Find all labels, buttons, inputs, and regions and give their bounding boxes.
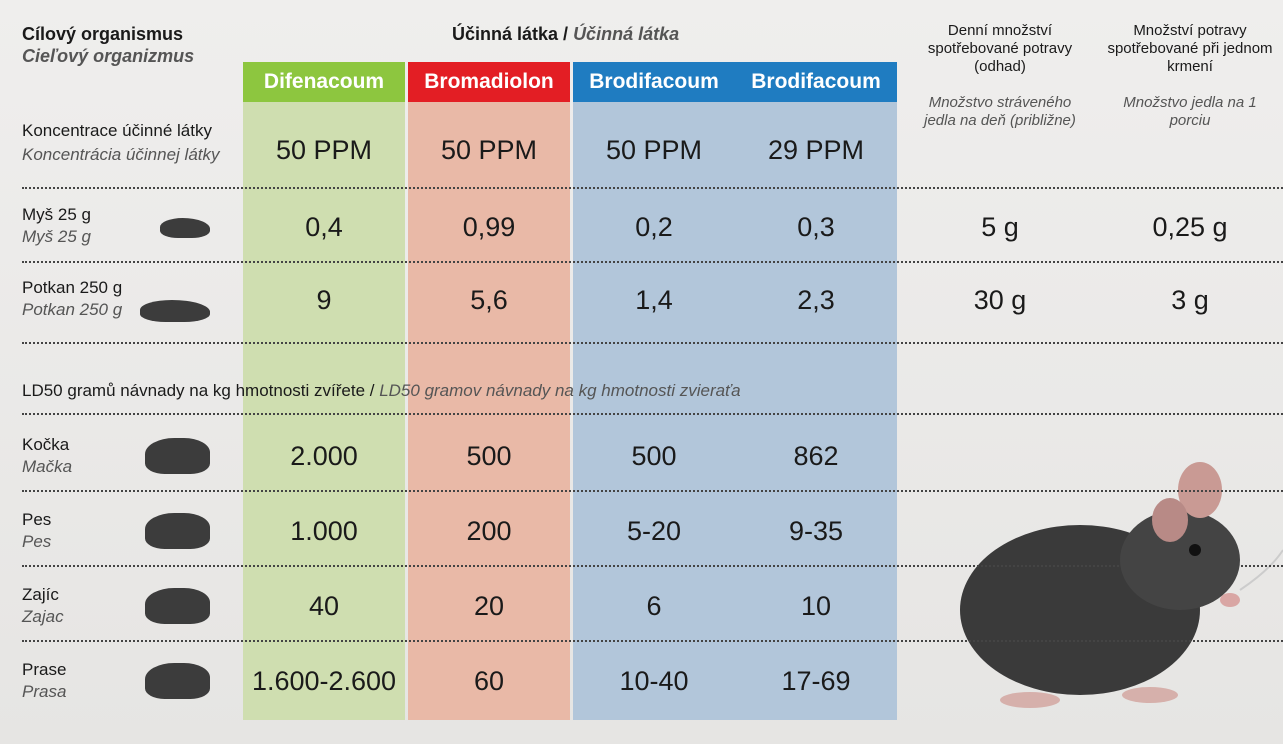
row-divider: [22, 640, 1283, 642]
concentration-value: 50 PPM: [275, 134, 373, 165]
animal-value: 500: [466, 440, 512, 471]
target-heading: Cílový organismus: [22, 24, 184, 44]
animal-value: 10-40: [619, 665, 689, 696]
animal-label-sk: Prasa: [22, 682, 67, 701]
ld50-heading: LD50 gramů návnady na kg hmotnosti zvíře…: [22, 380, 741, 401]
animal-value: 1.600-2.600: [251, 665, 397, 696]
animal-icon: [145, 663, 210, 699]
row-divider: [22, 490, 1283, 492]
concentration-value: 50 PPM: [440, 134, 538, 165]
target-value: 0,2: [635, 211, 673, 242]
daily-value: 5 g: [981, 211, 1019, 242]
ld50-sk: LD50 gramov návnady na kg hmotnosti zvie…: [379, 381, 741, 400]
animal-value: 9-35: [788, 515, 844, 546]
animal-label: Pes: [22, 510, 52, 529]
animal-value: 500: [631, 440, 677, 471]
substance-cz: Účinná látka /: [452, 24, 569, 44]
animal-value: 6: [646, 590, 662, 621]
target-value: 2,3: [797, 284, 835, 315]
animal-value: 2.000: [290, 440, 358, 471]
target-heading-sk: Cieľový organizmus: [22, 46, 195, 66]
row-divider: [22, 565, 1283, 567]
target-label-sk: Myš 25 g: [22, 227, 91, 246]
animal-label-sk: Mačka: [22, 457, 73, 476]
animal-label: Kočka: [22, 435, 70, 454]
substance-header: Bromadiolon: [408, 62, 570, 102]
animal-value: 60: [473, 665, 505, 696]
substance-sk: Účinná látka: [573, 24, 680, 44]
substance-header: Difenacoum: [243, 62, 405, 102]
row-divider: [22, 342, 1283, 344]
animal-icon: [145, 513, 210, 549]
animal-value: 17-69: [781, 665, 851, 696]
concentration-label-sk: Koncentrácia účinnej látky: [22, 145, 220, 164]
animal-value: 862: [793, 440, 839, 471]
animal-label: Prase: [22, 660, 67, 679]
animal-label-sk: Zajac: [22, 607, 64, 626]
animal-label: Zajíc: [22, 585, 59, 604]
per-feeding-heading-sk: Množstvo jedla na 1 porciu: [1123, 94, 1257, 129]
per-feeding-heading: Množství potravy spotřebované při jednom…: [1107, 22, 1273, 75]
mouse-icon: [160, 218, 210, 238]
substance-header: Brodifacoum: [573, 62, 735, 102]
animal-value: 200: [466, 515, 512, 546]
substance-heading: Účinná látka / Účinná látka: [452, 24, 679, 45]
column-tint: [735, 62, 897, 720]
per-feeding-value: 3 g: [1171, 284, 1209, 315]
target-value: 0,4: [305, 211, 343, 242]
substance-header: Brodifacoum: [735, 62, 897, 102]
row-divider: [22, 261, 1283, 263]
target-value: 5,6: [470, 284, 508, 315]
animal-value: 20: [473, 590, 505, 621]
rat-icon: [140, 300, 210, 322]
per-feeding-value: 0,25 g: [1152, 211, 1228, 242]
concentration-value: 29 PPM: [767, 134, 865, 165]
target-label-sk: Potkan 250 g: [22, 300, 123, 319]
daily-heading-sk: Množstvo stráveného jedla na deň (pribli…: [924, 94, 1076, 129]
row-divider: [22, 413, 1283, 415]
concentration-label: Koncentrace účinné látky: [22, 121, 212, 140]
animal-icon: [145, 588, 210, 624]
target-value: 9: [316, 284, 332, 315]
target-value: 0,3: [797, 211, 835, 242]
animal-value: 40: [308, 590, 340, 621]
target-value: 1,4: [635, 284, 673, 315]
ld50-cz: LD50 gramů návnady na kg hmotnosti zvíře…: [22, 381, 375, 400]
target-value: 0,99: [462, 211, 516, 242]
animal-value: 10: [800, 590, 832, 621]
row-divider: [22, 187, 1283, 189]
target-label: Myš 25 g: [22, 205, 91, 224]
animal-label-sk: Pes: [22, 532, 52, 551]
animal-value: 1.000: [290, 515, 358, 546]
mouse-photo: [960, 462, 1283, 708]
column-tint: [408, 62, 570, 720]
target-label: Potkan 250 g: [22, 278, 123, 297]
animal-icon: [145, 438, 210, 474]
daily-value: 30 g: [973, 284, 1027, 315]
column-tint: [243, 62, 405, 720]
daily-heading: Denní množství spotřebované potravy (odh…: [927, 22, 1073, 75]
animal-value: 5-20: [626, 515, 682, 546]
concentration-value: 50 PPM: [605, 134, 703, 165]
column-tint: [573, 62, 735, 720]
